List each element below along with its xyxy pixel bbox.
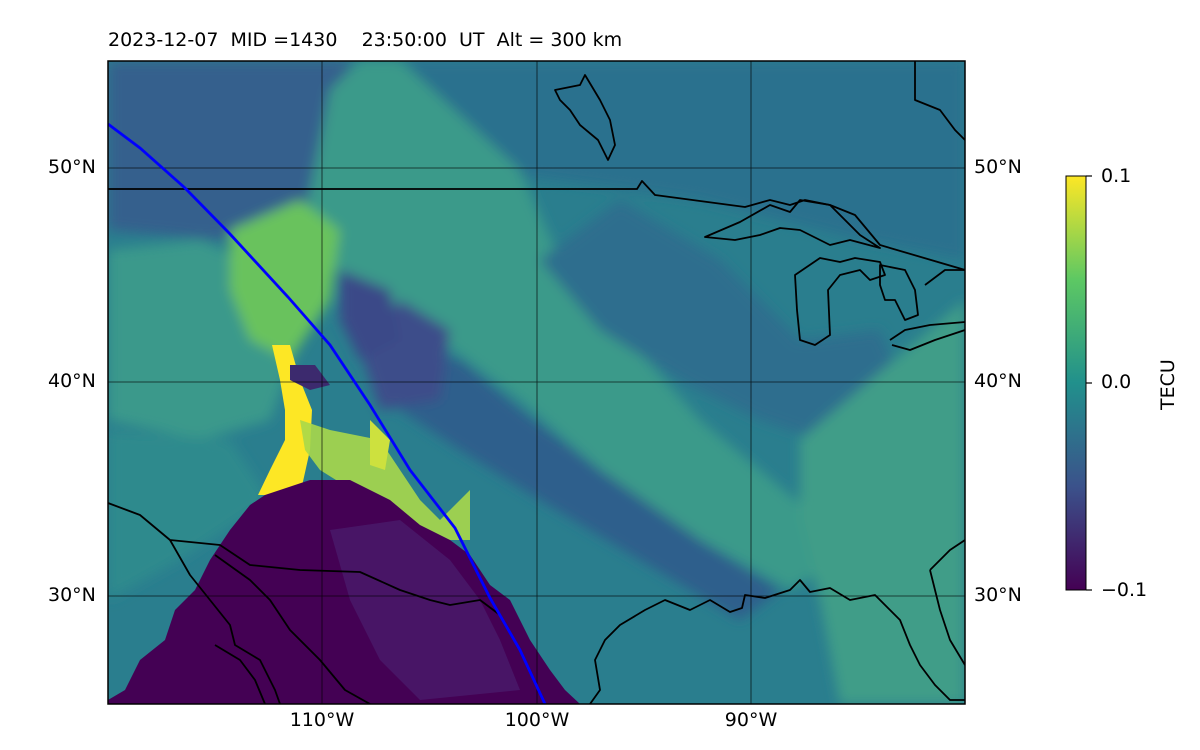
colorbar-tick-zero: 0.0: [1101, 371, 1132, 393]
lat-label-40n-right: 40°N: [974, 370, 1022, 392]
satellite-track: [108, 122, 547, 704]
colorbar: [1065, 175, 1087, 591]
colorbar-ticks: [1086, 175, 1092, 591]
map-frame: [107, 60, 966, 705]
colorbar-label: TECU: [1157, 359, 1179, 410]
lat-label-40n-left: 40°N: [48, 370, 96, 392]
colorbar-tick-max: 0.1: [1101, 165, 1132, 187]
graticule: [108, 61, 965, 704]
lon-label-110w: 110°W: [289, 709, 355, 731]
lon-label-100w: 100°W: [504, 709, 570, 731]
lat-label-30n-left: 30°N: [48, 584, 96, 606]
lat-label-30n-right: 30°N: [974, 584, 1022, 606]
lon-label-90w: 90°W: [724, 709, 778, 731]
colorbar-tick-min: −0.1: [1101, 579, 1148, 601]
lat-label-50n-right: 50°N: [974, 156, 1022, 178]
lat-label-50n-left: 50°N: [48, 156, 96, 178]
coastlines: [108, 61, 965, 704]
plot-title: 2023-12-07 MID =1430 23:50:00 UT Alt = 3…: [108, 29, 623, 51]
